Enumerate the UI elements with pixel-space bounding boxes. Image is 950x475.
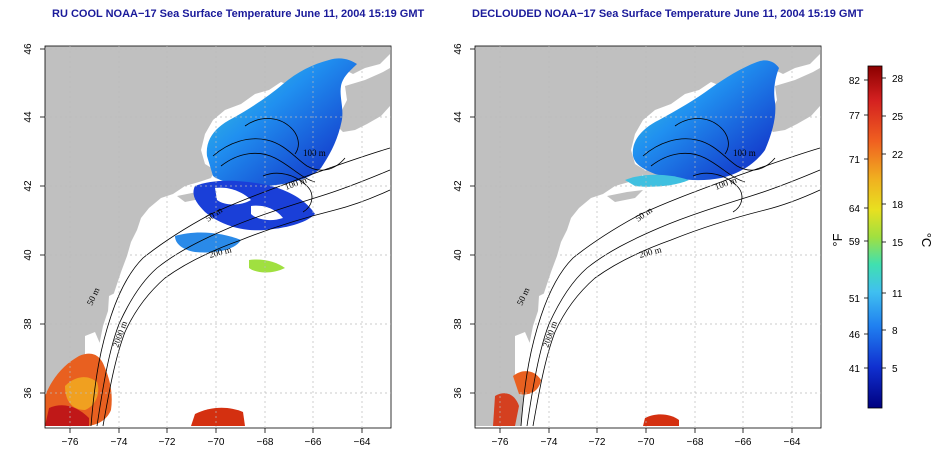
colorbar-fahrenheit-ticks: 82 77 71 64 59 51 46 41 <box>849 76 868 375</box>
celsius-tick-label: 5 <box>892 364 898 375</box>
left-sst-fragments <box>175 180 315 273</box>
left-xtick-label: −66 <box>305 437 322 448</box>
left-xtick-label: −64 <box>354 437 371 448</box>
celsius-tick-label: 18 <box>892 200 904 211</box>
right-xtick-label: −72 <box>589 437 606 448</box>
fahrenheit-tick-label: 46 <box>849 330 861 341</box>
left-axis-ticks: −76 −74 −72 −70 −68 −66 −64 46 44 42 40 38 36 <box>23 43 371 448</box>
celsius-unit-label: °C <box>919 233 934 248</box>
left-ytick-label: 40 <box>23 249 34 261</box>
right-ytick-label: 46 <box>453 43 464 55</box>
left-sst-warm-core <box>65 377 99 410</box>
right-xtick-label: −66 <box>735 437 752 448</box>
right-ytick-label: 38 <box>453 318 464 330</box>
left-gridlines <box>45 46 391 428</box>
right-contour-label: 100 m <box>733 148 756 158</box>
celsius-tick-label: 22 <box>892 150 904 161</box>
right-ytick-label: 36 <box>453 387 464 399</box>
colorbar: 82 77 71 64 59 51 46 41 28 25 22 18 15 11 8 5 °F °C <box>830 65 934 409</box>
left-xtick-label: −68 <box>257 437 274 448</box>
fahrenheit-tick-label: 51 <box>849 294 861 305</box>
right-ytick-label: 42 <box>453 180 464 192</box>
left-ytick-label: 36 <box>23 387 34 399</box>
left-xtick-label: −76 <box>62 437 79 448</box>
right-xtick-label: −64 <box>784 437 801 448</box>
left-ytick-label: 44 <box>23 111 34 123</box>
right-ytick-label: 44 <box>453 111 464 123</box>
left-xtick-label: −72 <box>159 437 176 448</box>
left-map-panel <box>44 45 392 429</box>
celsius-tick-label: 8 <box>892 326 898 337</box>
colorbar-gradient <box>867 65 883 409</box>
right-axis-ticks: −76 −74 −72 −70 −68 −66 −64 46 44 42 40 38 36 <box>453 43 801 448</box>
right-xtick-label: −74 <box>541 437 558 448</box>
left-contour-label: 100 m <box>303 148 326 158</box>
right-xtick-label: −68 <box>687 437 704 448</box>
left-ytick-label: 46 <box>23 43 34 55</box>
fahrenheit-tick-label: 59 <box>849 237 861 248</box>
fahrenheit-tick-label: 77 <box>849 111 861 122</box>
right-sst-hot-offshore <box>643 414 679 426</box>
left-sst-hot-offshore <box>191 407 245 426</box>
right-ytick-label: 40 <box>453 249 464 261</box>
fahrenheit-tick-label: 82 <box>849 76 861 87</box>
left-ytick-label: 42 <box>23 180 34 192</box>
fahrenheit-tick-label: 71 <box>849 155 861 166</box>
left-frame <box>44 45 392 429</box>
celsius-tick-label: 28 <box>892 74 904 85</box>
left-panel-title: RU COOL NOAA−17 Sea Surface Temperature … <box>52 8 425 20</box>
right-xtick-label: −76 <box>492 437 509 448</box>
right-sst-warm-coast <box>493 393 519 426</box>
right-sst-gulf-of-maine <box>632 60 779 181</box>
left-sst-hot <box>45 405 89 426</box>
right-xtick-label: −70 <box>638 437 655 448</box>
left-xtick-label: −74 <box>111 437 128 448</box>
right-map-panel <box>474 45 822 429</box>
right-panel-title: DECLOUDED NOAA−17 Sea Surface Temperatur… <box>472 8 864 20</box>
colorbar-celsius-ticks: 28 25 22 18 15 11 8 5 <box>882 74 904 375</box>
right-frame <box>474 45 822 429</box>
fahrenheit-unit-label: °F <box>830 233 845 246</box>
left-ytick-label: 38 <box>23 318 34 330</box>
fahrenheit-tick-label: 64 <box>849 204 861 215</box>
fahrenheit-tick-label: 41 <box>849 364 861 375</box>
right-sst-warm-south <box>513 371 541 395</box>
celsius-tick-label: 15 <box>892 238 904 249</box>
right-gridlines <box>475 46 821 428</box>
left-xtick-label: −70 <box>208 437 225 448</box>
right-sst-shelf <box>625 174 689 187</box>
celsius-tick-label: 25 <box>892 112 904 123</box>
celsius-tick-label: 11 <box>892 289 903 300</box>
